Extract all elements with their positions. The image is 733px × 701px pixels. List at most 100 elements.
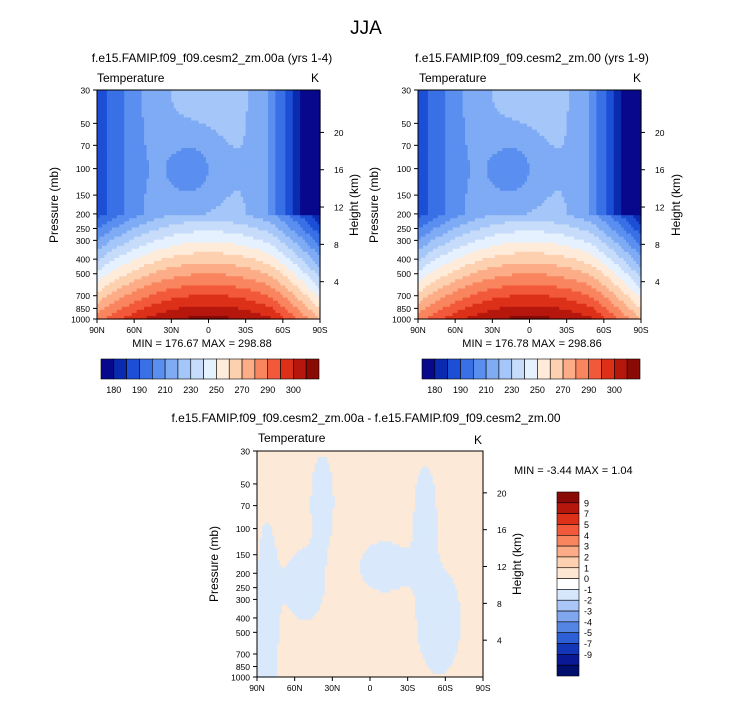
- y-tick-label: 70: [81, 141, 91, 151]
- colorbar-swatch: [601, 358, 615, 380]
- units-label: K: [633, 71, 641, 85]
- x-tick-label: 0: [527, 325, 532, 335]
- y2-tick-label: 4: [334, 277, 339, 287]
- colorbar-swatch: [556, 589, 580, 601]
- colorbar-swatch: [556, 621, 580, 634]
- y-tick-label: 50: [241, 479, 251, 489]
- x-tick-label: 30S: [238, 325, 253, 335]
- y-tick-label: 700: [76, 291, 90, 301]
- height-ticks: 20 16 12 8 4: [320, 128, 344, 287]
- panel-title: f.e15.FAMIP.f09_f09.cesm2_zm.00a - f.e15…: [171, 411, 560, 425]
- y-tick-label: 1000: [392, 315, 411, 325]
- colorbar-label: 180: [427, 385, 442, 395]
- y2-tick-label: 20: [655, 128, 665, 138]
- y2-axis-title: Height (km): [510, 533, 524, 595]
- colorbar-swatch: [151, 358, 166, 380]
- colorbar-label: -3: [584, 607, 592, 617]
- y-tick-label: 700: [397, 291, 411, 301]
- colorbar-swatch: [556, 664, 580, 677]
- x-tick-label: 30N: [164, 325, 180, 335]
- y2-tick-label: 12: [655, 203, 665, 213]
- y-tick-label: 200: [236, 569, 250, 579]
- colorbar-swatch: [177, 358, 192, 380]
- colorbar-swatch: [556, 491, 580, 504]
- colorbar-label: 9: [584, 498, 589, 508]
- min-max-stats: MIN = 176.67 MAX = 298.88: [132, 338, 271, 350]
- colorbar-swatch: [626, 358, 641, 380]
- colorbar-label: 290: [260, 385, 275, 395]
- y-tick-label: 150: [397, 191, 411, 201]
- latitude-ticks: 90N 60N 30N 0 30S 60S 90S: [410, 319, 649, 335]
- colorbar-label: 0: [584, 574, 589, 584]
- colorbar-swatch: [254, 358, 269, 380]
- latitude-ticks: 90N 60N 30N 0 30S 60S 90S: [249, 677, 491, 693]
- colorbar-label: 230: [504, 385, 519, 395]
- colorbar-swatch: [575, 358, 590, 380]
- contour-plot: [256, 450, 484, 678]
- figure-title: JJA: [350, 18, 382, 39]
- colorbar-label: 5: [584, 520, 589, 530]
- y-tick-label: 850: [76, 304, 90, 314]
- y-tick-label: 30: [241, 447, 251, 457]
- colorbar-swatch: [556, 599, 580, 612]
- colorbar-swatch: [556, 610, 580, 623]
- x-tick-label: 60S: [275, 325, 290, 335]
- panel-model-b: f.e15.FAMIP.f09_f09.cesm2_zm.00 (yrs 1-9…: [367, 51, 683, 395]
- y-tick-label: 850: [397, 304, 411, 314]
- units-label: K: [474, 433, 482, 447]
- y-tick-label: 70: [241, 501, 251, 511]
- y2-tick-label: 16: [334, 165, 344, 175]
- colorbar-swatch: [434, 358, 448, 380]
- panel-title: f.e15.FAMIP.f09_f09.cesm2_zm.00 (yrs 1-9…: [415, 51, 649, 65]
- colorbar-swatch: [472, 358, 487, 380]
- y2-tick-label: 20: [497, 488, 507, 498]
- colorbar-swatch: [549, 358, 564, 380]
- y2-tick-label: 4: [497, 636, 502, 646]
- y2-tick-label: 16: [655, 165, 665, 175]
- colorbar-swatch: [228, 358, 243, 380]
- colorbar-swatch: [203, 358, 217, 380]
- colorbar-swatch: [280, 358, 294, 380]
- y2-tick-label: 20: [334, 128, 344, 138]
- colorbar-swatch: [126, 358, 140, 380]
- colorbar: 180 190 210 230 250 270 290 300: [100, 358, 320, 395]
- colorbar-label: -1: [584, 585, 592, 595]
- y2-tick-label: 8: [655, 240, 660, 250]
- colorbar-swatch: [447, 358, 461, 380]
- colorbar-swatch: [498, 358, 513, 380]
- colorbar-swatch: [556, 643, 580, 655]
- x-tick-label: 30N: [485, 325, 501, 335]
- latitude-ticks: 90N 60N 30N 0 30S 60S 90S: [89, 319, 328, 335]
- y-tick-label: 300: [236, 595, 250, 605]
- y-tick-label: 250: [397, 224, 411, 234]
- colorbar-label: -7: [584, 639, 592, 649]
- colorbar-swatch: [190, 358, 204, 380]
- variable-label: Temperature: [258, 431, 326, 445]
- x-tick-label: 60N: [287, 683, 303, 693]
- panel-model-a: f.e15.FAMIP.f09_f09.cesm2_zm.00a (yrs 1-…: [47, 51, 361, 395]
- y-tick-label: 30: [402, 86, 412, 96]
- colorbar-swatch: [164, 358, 179, 380]
- panel-title: f.e15.FAMIP.f09_f09.cesm2_zm.00a (yrs 1-…: [92, 51, 333, 65]
- colorbar-label: 7: [584, 509, 589, 519]
- colorbar-label: 190: [132, 385, 147, 395]
- colorbar-swatch: [556, 502, 580, 514]
- y-tick-label: 100: [397, 164, 411, 174]
- height-ticks: 20 16 12 8 4: [641, 128, 665, 287]
- x-tick-label: 60N: [126, 325, 142, 335]
- colorbar-swatch: [556, 654, 580, 666]
- colorbar-label: 290: [581, 385, 596, 395]
- min-max-stats: MIN = 176.78 MAX = 298.86: [462, 338, 601, 350]
- colorbar-swatch: [113, 358, 127, 380]
- y2-tick-label: 8: [334, 240, 339, 250]
- colorbar-swatch: [556, 513, 580, 525]
- y-tick-label: 250: [236, 583, 250, 593]
- panel-difference: f.e15.FAMIP.f09_f09.cesm2_zm.00a - f.e15…: [171, 411, 632, 693]
- colorbar-swatch: [293, 358, 307, 380]
- colorbar-swatch: [485, 358, 500, 380]
- y-tick-label: 200: [397, 209, 411, 219]
- variable-label: Temperature: [97, 71, 165, 85]
- colorbar-label: -4: [584, 617, 592, 627]
